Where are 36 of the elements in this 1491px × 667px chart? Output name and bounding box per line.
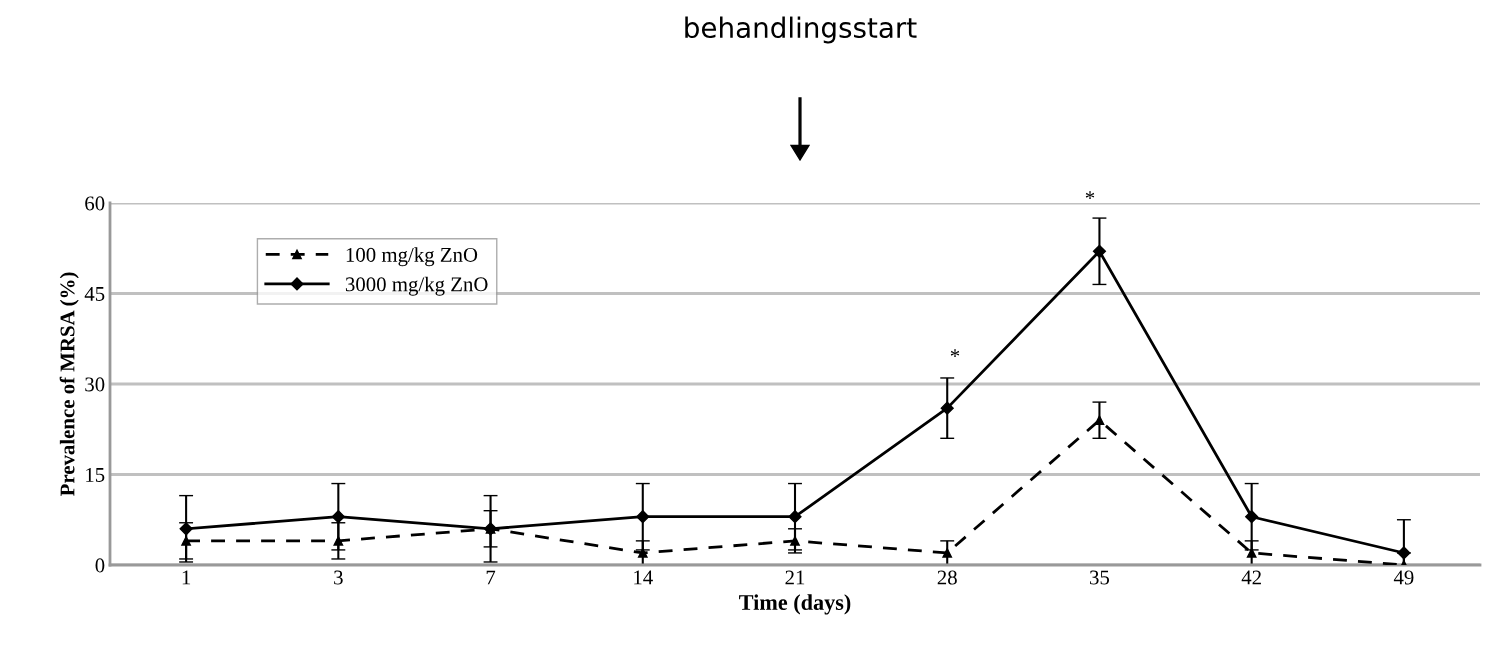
y-axis-title: Prevalence of MRSA (%) bbox=[59, 272, 79, 496]
point bbox=[1094, 415, 1105, 426]
legend-label: 100 mg/kg ZnO bbox=[346, 247, 478, 267]
text: behandlingsstart bbox=[685, 16, 917, 44]
x-tick-label: 35 bbox=[1090, 570, 1110, 585]
legend-label: 3000 mg/kg ZnO bbox=[345, 276, 488, 296]
y-tick-label: 15 bbox=[86, 467, 105, 482]
point bbox=[940, 401, 954, 415]
x-tick-label: 42 bbox=[1241, 570, 1261, 585]
point bbox=[1092, 244, 1107, 258]
x-tick-label: 21 bbox=[785, 570, 805, 585]
y-tick-label: 45 bbox=[84, 287, 105, 301]
y-tick-label: 30 bbox=[85, 377, 105, 392]
x-tick-label: 14 bbox=[634, 570, 653, 585]
point bbox=[942, 548, 953, 558]
point bbox=[788, 510, 802, 524]
point bbox=[181, 536, 191, 546]
x-tick-label: 28 bbox=[937, 570, 957, 585]
x-axis-title: Time (days) bbox=[739, 594, 851, 615]
x-tick-label: 49 bbox=[1393, 570, 1414, 585]
annotation: * bbox=[950, 349, 960, 358]
text: * bbox=[1085, 191, 1095, 200]
x-tick-label: 3 bbox=[334, 570, 343, 585]
point bbox=[1397, 546, 1411, 560]
x-tick-label: 7 bbox=[486, 570, 496, 585]
point bbox=[636, 510, 650, 524]
point bbox=[790, 536, 800, 546]
point bbox=[179, 522, 193, 536]
y-tick-label: 60 bbox=[85, 196, 105, 211]
point bbox=[1245, 510, 1259, 524]
point bbox=[333, 536, 344, 546]
point bbox=[1246, 548, 1257, 558]
point bbox=[637, 548, 648, 558]
x-tick-label: 1 bbox=[182, 570, 191, 585]
y-tick-label: 0 bbox=[95, 558, 105, 573]
point bbox=[331, 510, 345, 524]
